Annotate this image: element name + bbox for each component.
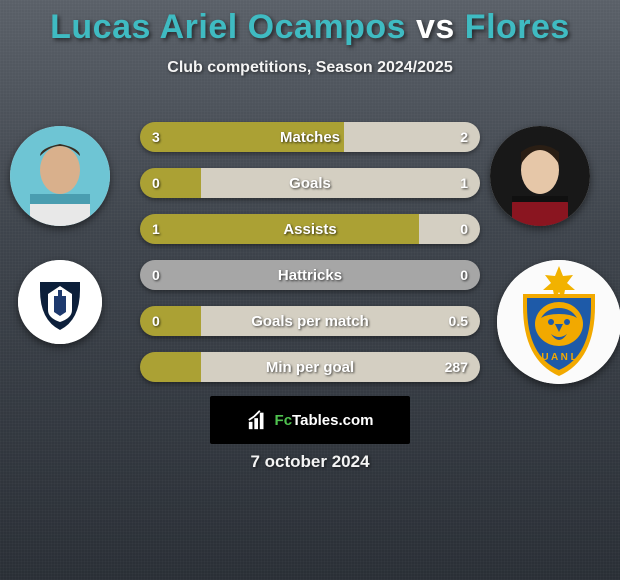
subtitle: Club competitions, Season 2024/2025 (0, 59, 620, 77)
metric-row-min-per-goal: Min per goal287 (140, 352, 480, 382)
metric-label: Goals per match (140, 306, 480, 336)
metric-left-value: 0 (152, 260, 160, 290)
metric-label: Goals (140, 168, 480, 198)
player1-avatar (10, 126, 110, 226)
brand-suffix: Tables.com (292, 412, 373, 429)
metric-right-value: 0 (460, 214, 468, 244)
metric-row-goals: Goals0 1 (140, 168, 480, 198)
title-player2: Flores (465, 8, 570, 46)
player2-club-logo: U A N L (497, 260, 620, 384)
metric-row-matches: Matches3 2 (140, 122, 480, 152)
metric-right-value: 2 (460, 122, 468, 152)
metric-right-value: 0 (460, 260, 468, 290)
metric-right-value: 287 (445, 352, 468, 382)
metric-right-value: 0.5 (449, 306, 468, 336)
svg-text:U A N L: U A N L (541, 352, 576, 363)
chart-icon (247, 409, 269, 431)
footer-brand: FcTables.com (210, 396, 410, 444)
metric-row-assists: Assists1 0 (140, 214, 480, 244)
metric-left-value: 0 (152, 168, 160, 198)
metric-label: Matches (140, 122, 480, 152)
title-vs: vs (406, 8, 465, 46)
player1-club-logo (18, 260, 102, 344)
player2-avatar (490, 126, 590, 226)
metric-right-value: 1 (460, 168, 468, 198)
metric-row-goals-per-match: Goals per match0 0.5 (140, 306, 480, 336)
page-title: Lucas Ariel Ocampos vs Flores (0, 0, 620, 47)
brand-prefix: Fc (275, 412, 293, 429)
metric-label: Min per goal (140, 352, 480, 382)
comparison-bars: Matches32Goals01Assists10Hattricks00Goal… (140, 122, 480, 398)
metric-row-hattricks: Hattricks0 0 (140, 260, 480, 290)
metric-left-value: 0 (152, 306, 160, 336)
metric-left-value: 1 (152, 214, 160, 244)
metric-label: Hattricks (140, 260, 480, 290)
date-text: 7 october 2024 (0, 452, 620, 472)
metric-label: Assists (140, 214, 480, 244)
title-player1: Lucas Ariel Ocampos (50, 8, 406, 46)
metric-left-value: 3 (152, 122, 160, 152)
